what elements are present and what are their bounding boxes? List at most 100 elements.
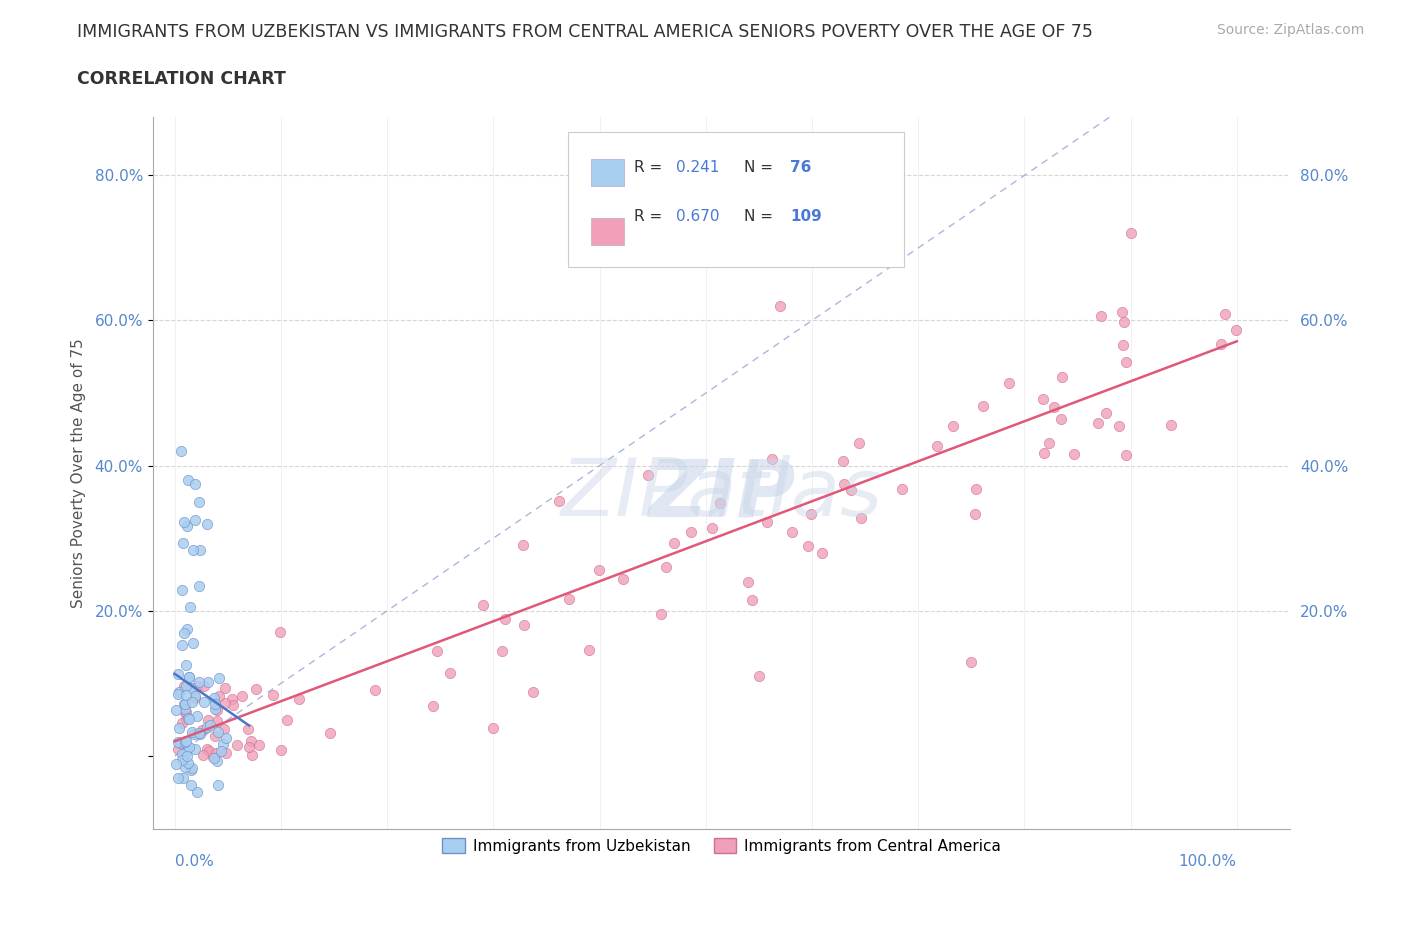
Point bbox=[204, 746, 226, 761]
Point bbox=[193, 695, 215, 710]
Point bbox=[662, 536, 685, 551]
Point bbox=[197, 675, 219, 690]
Point bbox=[202, 751, 225, 765]
Point bbox=[205, 713, 228, 728]
Point bbox=[240, 748, 263, 763]
Point bbox=[1063, 446, 1085, 461]
Point bbox=[172, 770, 194, 785]
Point bbox=[851, 511, 873, 525]
Point bbox=[198, 743, 221, 758]
Point bbox=[756, 514, 779, 529]
Point bbox=[1087, 416, 1109, 431]
Point bbox=[1111, 338, 1133, 352]
FancyBboxPatch shape bbox=[568, 131, 904, 267]
Point bbox=[181, 695, 204, 710]
Point bbox=[239, 734, 262, 749]
Text: ZIP: ZIP bbox=[648, 456, 796, 533]
Point bbox=[221, 691, 243, 706]
Point bbox=[269, 624, 291, 639]
Point bbox=[610, 205, 633, 219]
Point bbox=[1094, 405, 1116, 420]
Point bbox=[231, 688, 253, 703]
Point bbox=[737, 575, 759, 590]
Point bbox=[173, 514, 195, 529]
Point bbox=[212, 737, 235, 751]
Point bbox=[186, 679, 208, 694]
Point bbox=[179, 712, 201, 727]
Point bbox=[167, 721, 190, 736]
Point bbox=[207, 777, 229, 792]
Point bbox=[548, 494, 571, 509]
Point bbox=[839, 483, 862, 498]
Text: N =: N = bbox=[744, 160, 779, 175]
Point bbox=[187, 495, 209, 510]
Point bbox=[1050, 411, 1073, 426]
FancyBboxPatch shape bbox=[591, 158, 624, 186]
Point bbox=[225, 737, 247, 752]
Point bbox=[188, 674, 211, 689]
Point bbox=[204, 701, 226, 716]
Point bbox=[215, 731, 238, 746]
FancyBboxPatch shape bbox=[591, 218, 624, 246]
Point bbox=[681, 525, 703, 539]
Point bbox=[174, 760, 197, 775]
Point bbox=[184, 513, 207, 528]
Point bbox=[184, 688, 207, 703]
Point bbox=[191, 723, 214, 737]
Point bbox=[848, 436, 870, 451]
Point bbox=[209, 743, 232, 758]
Point bbox=[612, 571, 634, 586]
Point bbox=[960, 654, 983, 669]
Point bbox=[174, 711, 197, 726]
Text: ZIPatlas: ZIPatlas bbox=[561, 456, 883, 533]
Point bbox=[215, 746, 238, 761]
Point bbox=[748, 669, 770, 684]
Point bbox=[522, 684, 544, 699]
Point bbox=[187, 725, 209, 740]
Point bbox=[494, 612, 516, 627]
Point bbox=[1114, 314, 1136, 329]
Point bbox=[512, 618, 534, 632]
Point bbox=[832, 453, 855, 468]
Point bbox=[183, 742, 205, 757]
Text: 0.0%: 0.0% bbox=[174, 854, 214, 869]
Point bbox=[1213, 306, 1236, 321]
Point bbox=[191, 748, 214, 763]
Point bbox=[965, 482, 987, 497]
Text: N =: N = bbox=[744, 209, 779, 224]
Point bbox=[1033, 445, 1056, 460]
Point bbox=[177, 756, 200, 771]
Point bbox=[167, 770, 190, 785]
Point bbox=[998, 375, 1021, 390]
Point bbox=[176, 518, 198, 533]
Y-axis label: Seniors Poverty Over the Age of 75: Seniors Poverty Over the Age of 75 bbox=[72, 338, 86, 608]
Point bbox=[247, 737, 270, 752]
Point bbox=[172, 737, 194, 751]
Point bbox=[180, 763, 202, 777]
Point bbox=[176, 711, 198, 725]
Point bbox=[174, 704, 197, 719]
Point bbox=[797, 538, 820, 553]
Point bbox=[173, 626, 195, 641]
Point bbox=[165, 757, 187, 772]
Point bbox=[207, 703, 229, 718]
Point bbox=[1031, 392, 1053, 406]
Point bbox=[512, 538, 534, 552]
Point bbox=[1225, 323, 1247, 338]
Text: Source: ZipAtlas.com: Source: ZipAtlas.com bbox=[1216, 23, 1364, 37]
Point bbox=[172, 747, 194, 762]
Point bbox=[214, 696, 236, 711]
Point bbox=[184, 690, 207, 705]
Point bbox=[270, 743, 292, 758]
Point bbox=[174, 705, 197, 720]
Point bbox=[965, 506, 987, 521]
Point bbox=[1050, 370, 1073, 385]
Point bbox=[186, 785, 208, 800]
Point bbox=[181, 636, 204, 651]
Point bbox=[188, 543, 211, 558]
Point bbox=[166, 686, 188, 701]
Point bbox=[238, 722, 260, 737]
Point bbox=[761, 451, 783, 466]
Point bbox=[195, 516, 218, 531]
Point bbox=[174, 701, 197, 716]
